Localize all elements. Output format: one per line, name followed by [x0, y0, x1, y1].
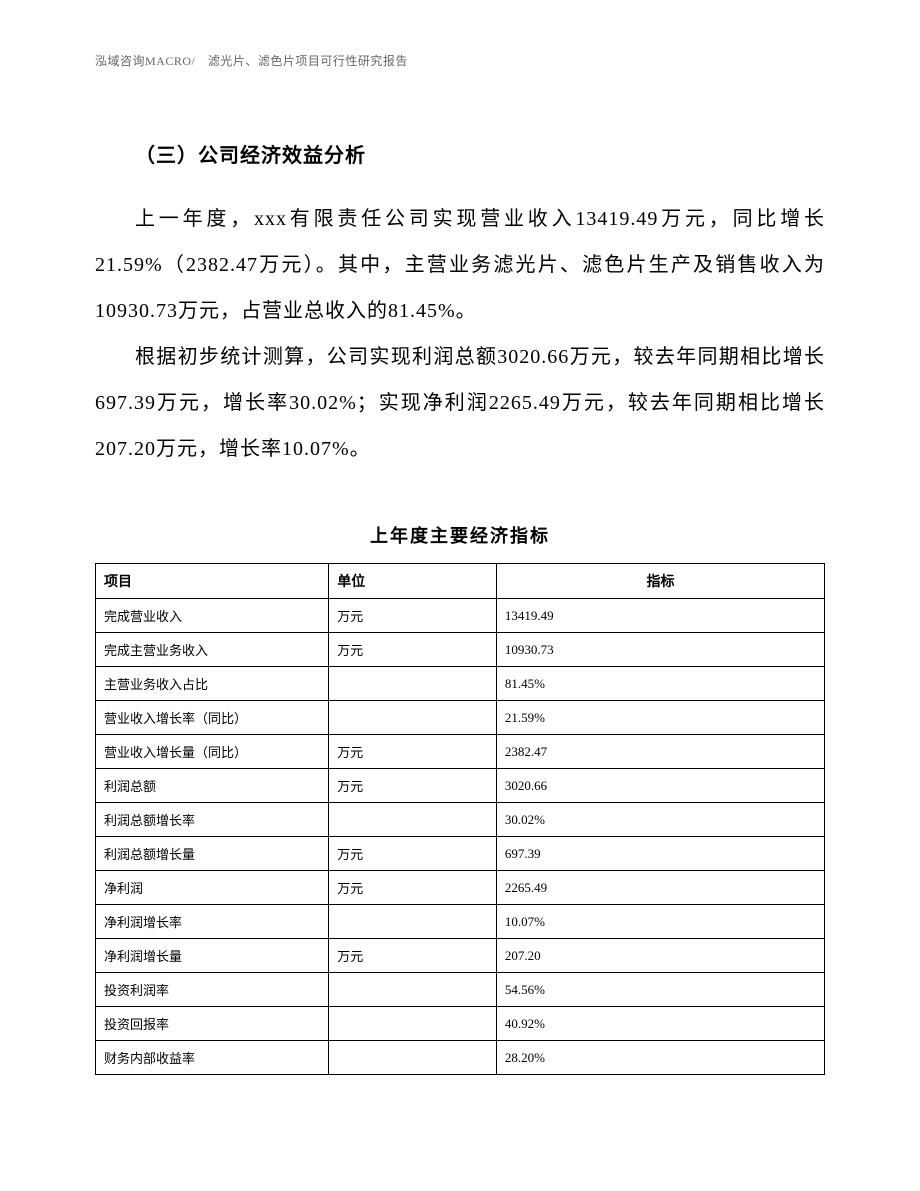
cell-value: 21.59%: [496, 701, 824, 735]
cell-item: 财务内部收益率: [96, 1041, 329, 1075]
cell-unit: [329, 973, 497, 1007]
cell-value: 697.39: [496, 837, 824, 871]
cell-unit: 万元: [329, 735, 497, 769]
cell-value: 28.20%: [496, 1041, 824, 1075]
table-row: 完成主营业务收入万元10930.73: [96, 633, 825, 667]
cell-item: 完成营业收入: [96, 599, 329, 633]
table-row: 利润总额增长量万元697.39: [96, 837, 825, 871]
cell-unit: [329, 1007, 497, 1041]
cell-unit: [329, 1041, 497, 1075]
table-row: 营业收入增长量（同比）万元2382.47: [96, 735, 825, 769]
paragraph-2: 根据初步统计测算，公司实现利润总额3020.66万元，较去年同期相比增长697.…: [95, 334, 825, 472]
table-row: 营业收入增长率（同比） 21.59%: [96, 701, 825, 735]
table-row: 主营业务收入占比 81.45%: [96, 667, 825, 701]
cell-unit: 万元: [329, 769, 497, 803]
table-row: 利润总额万元3020.66: [96, 769, 825, 803]
table-row: 财务内部收益率 28.20%: [96, 1041, 825, 1075]
table-row: 完成营业收入万元13419.49: [96, 599, 825, 633]
cell-value: 13419.49: [496, 599, 824, 633]
cell-item: 利润总额增长率: [96, 803, 329, 837]
cell-value: 81.45%: [496, 667, 824, 701]
section-title: （三）公司经济效益分析: [95, 139, 825, 168]
page-header: 泓域咨询MACRO/ 滤光片、滤色片项目可行性研究报告: [95, 52, 825, 69]
cell-unit: [329, 701, 497, 735]
cell-item: 净利润增长量: [96, 939, 329, 973]
cell-unit: [329, 905, 497, 939]
cell-value: 40.92%: [496, 1007, 824, 1041]
table-row: 投资回报率 40.92%: [96, 1007, 825, 1041]
cell-value: 10.07%: [496, 905, 824, 939]
cell-unit: 万元: [329, 599, 497, 633]
cell-value: 207.20: [496, 939, 824, 973]
cell-item: 利润总额: [96, 769, 329, 803]
cell-unit: 万元: [329, 871, 497, 905]
cell-value: 2265.49: [496, 871, 824, 905]
cell-unit: [329, 667, 497, 701]
table-row: 净利润万元2265.49: [96, 871, 825, 905]
cell-unit: 万元: [329, 939, 497, 973]
cell-value: 10930.73: [496, 633, 824, 667]
page-container: 泓域咨询MACRO/ 滤光片、滤色片项目可行性研究报告 （三）公司经济效益分析 …: [0, 0, 920, 1155]
table-row: 净利润增长量万元207.20: [96, 939, 825, 973]
table-header-value: 指标: [496, 564, 824, 599]
cell-item: 主营业务收入占比: [96, 667, 329, 701]
cell-item: 净利润: [96, 871, 329, 905]
cell-value: 3020.66: [496, 769, 824, 803]
paragraph-1: 上一年度，xxx有限责任公司实现营业收入13419.49万元，同比增长21.59…: [95, 196, 825, 334]
cell-item: 完成主营业务收入: [96, 633, 329, 667]
table-title: 上年度主要经济指标: [95, 522, 825, 548]
table-header-unit: 单位: [329, 564, 497, 599]
table-row: 投资利润率 54.56%: [96, 973, 825, 1007]
cell-item: 投资利润率: [96, 973, 329, 1007]
cell-value: 30.02%: [496, 803, 824, 837]
cell-item: 营业收入增长量（同比）: [96, 735, 329, 769]
cell-item: 利润总额增长量: [96, 837, 329, 871]
table-header-row: 项目 单位 指标: [96, 564, 825, 599]
cell-item: 营业收入增长率（同比）: [96, 701, 329, 735]
cell-item: 净利润增长率: [96, 905, 329, 939]
table-header-item: 项目: [96, 564, 329, 599]
table-body: 完成营业收入万元13419.49完成主营业务收入万元10930.73主营业务收入…: [96, 599, 825, 1075]
table-row: 利润总额增长率 30.02%: [96, 803, 825, 837]
economic-indicators-table: 项目 单位 指标 完成营业收入万元13419.49完成主营业务收入万元10930…: [95, 563, 825, 1075]
cell-item: 投资回报率: [96, 1007, 329, 1041]
table-row: 净利润增长率 10.07%: [96, 905, 825, 939]
cell-value: 54.56%: [496, 973, 824, 1007]
cell-unit: 万元: [329, 837, 497, 871]
cell-unit: 万元: [329, 633, 497, 667]
cell-unit: [329, 803, 497, 837]
cell-value: 2382.47: [496, 735, 824, 769]
